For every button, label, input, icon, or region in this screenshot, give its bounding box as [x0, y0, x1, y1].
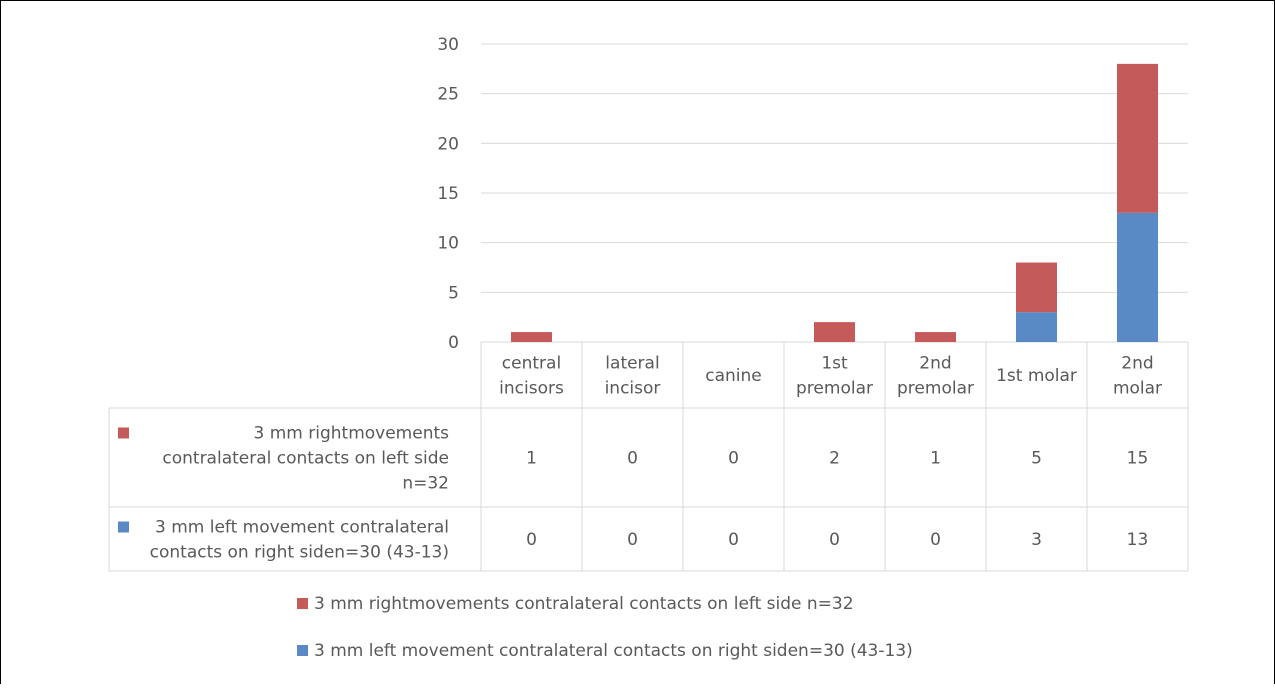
bar-series-1 [814, 322, 855, 342]
y-tick-label: 10 [437, 234, 459, 254]
category-label: 1st molar [996, 366, 1077, 386]
y-tick-label: 30 [437, 35, 459, 55]
table-cell-value: 0 [728, 530, 739, 550]
y-tick-label: 25 [437, 85, 459, 105]
bars [511, 63, 1158, 342]
y-tick-label: 0 [448, 333, 459, 353]
table-cell-value: 0 [627, 530, 638, 550]
legend-label: 3 mm rightmovements contralateral contac… [314, 594, 854, 614]
y-tick-label: 5 [448, 283, 459, 303]
category-label: 1st [821, 354, 848, 374]
table-row-label: 3 mm left movement contralateral [155, 518, 449, 538]
y-tick-label: 15 [437, 184, 459, 204]
bar-series-1 [915, 332, 956, 342]
category-label: central [502, 354, 561, 374]
table-row-legend-key [118, 521, 129, 533]
legend: 3 mm rightmovements contralateral contac… [297, 594, 913, 661]
table-row-legend-key [118, 427, 129, 439]
table-cell-value: 15 [1127, 449, 1149, 469]
y-axis-ticks: 0 5 10 15 20 25 30 [437, 35, 459, 353]
legend-key [297, 645, 308, 656]
table-cell-value: 3 [1031, 530, 1042, 550]
category-label: premolar [897, 379, 974, 399]
bar-series-2 [1117, 212, 1158, 342]
bar-series-2 [1016, 312, 1057, 342]
category-label: premolar [796, 379, 873, 399]
legend-key [297, 598, 308, 609]
category-label: molar [1113, 379, 1162, 399]
table-cell-value: 0 [728, 449, 739, 469]
table-cell-value: 0 [526, 530, 537, 550]
table-cell-value: 13 [1127, 530, 1149, 550]
gridlines [481, 43, 1188, 343]
data-table: central incisors lateral incisor canine 1st pr… [108, 342, 1189, 572]
table-row-label: contacts on right siden=30 (43-13) [150, 543, 449, 563]
category-label: 2nd [1121, 354, 1153, 374]
table-row-label: n=32 [402, 474, 449, 494]
y-tick-label: 20 [437, 134, 459, 154]
category-label: canine [705, 366, 762, 386]
table-cell-value: 0 [829, 530, 840, 550]
category-label: 2nd [919, 354, 951, 374]
table-cell-value: 0 [627, 449, 638, 469]
bar-series-1 [1016, 262, 1057, 313]
table-cell-value: 2 [829, 449, 840, 469]
table-cell-value: 1 [930, 449, 941, 469]
bar-series-1 [1117, 63, 1158, 213]
table-row-label: contralateral contacts on left side [162, 449, 449, 469]
table-cell-value: 1 [526, 449, 537, 469]
category-label: incisors [499, 379, 564, 399]
table-cell-value: 5 [1031, 449, 1042, 469]
category-label: lateral [605, 354, 659, 374]
bar-series-1 [511, 332, 552, 342]
table-row-label: 3 mm rightmovements [254, 424, 450, 444]
legend-label: 3 mm left movement contralateral contact… [314, 641, 913, 661]
table-cell-value: 0 [930, 530, 941, 550]
category-label: incisor [605, 379, 661, 399]
